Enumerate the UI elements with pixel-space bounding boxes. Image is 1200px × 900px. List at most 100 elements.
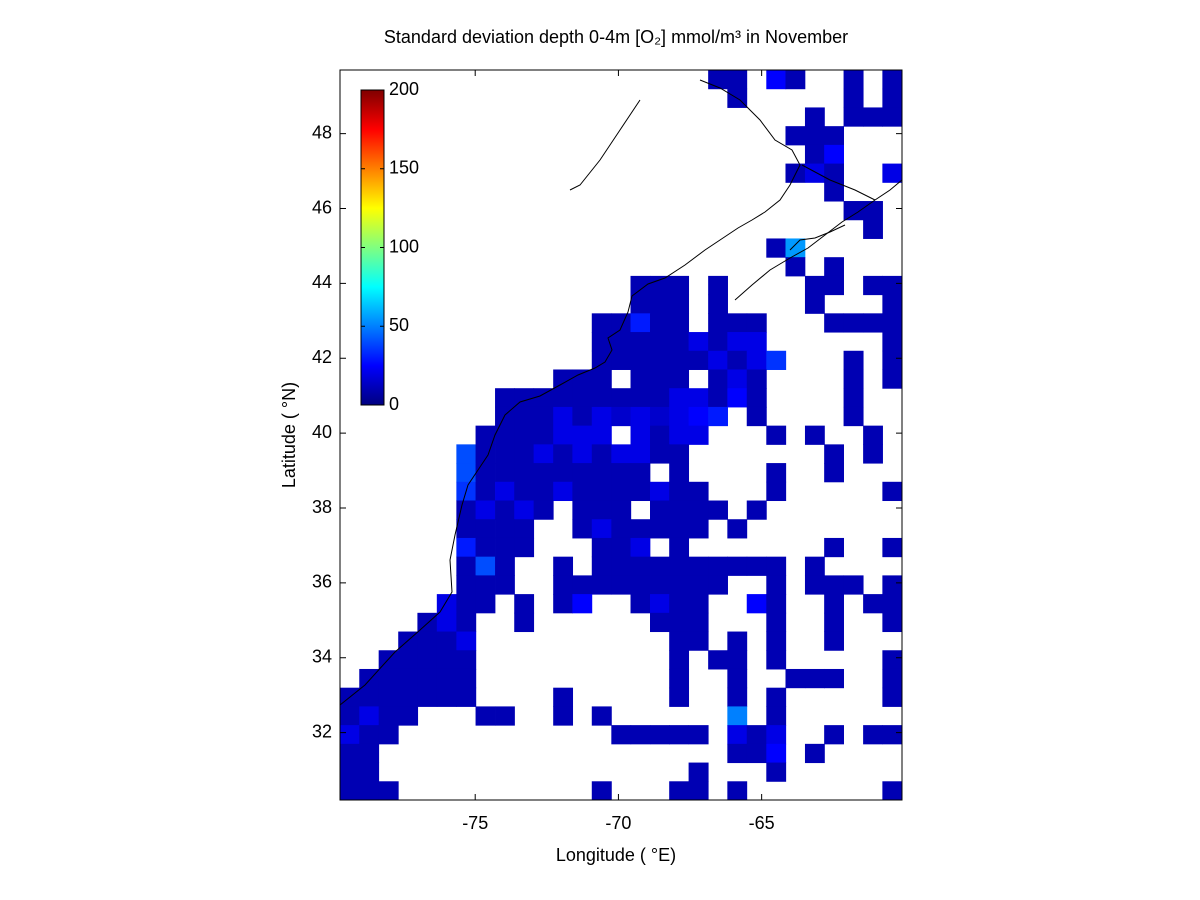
- cell: [824, 313, 844, 333]
- cell: [708, 275, 728, 296]
- cell: [456, 612, 477, 633]
- cell: [688, 631, 709, 651]
- cell: [669, 444, 690, 464]
- cell: [514, 500, 535, 520]
- coast-gulf: [569, 99, 876, 201]
- cell: [688, 781, 709, 801]
- y-tick-label: 34: [312, 646, 332, 666]
- cell: [650, 332, 670, 352]
- cell: [436, 687, 457, 707]
- cell: [708, 313, 728, 333]
- cell: [572, 369, 593, 389]
- cell: [475, 444, 496, 464]
- cell: [553, 556, 574, 576]
- cell: [630, 537, 651, 558]
- cell: [843, 201, 864, 221]
- cell: [863, 275, 883, 296]
- cell: [669, 668, 690, 689]
- cell: [843, 88, 864, 108]
- cell: [746, 313, 767, 333]
- cell: [708, 332, 728, 352]
- cell: [669, 537, 690, 558]
- cell: [843, 313, 864, 333]
- cell: [882, 294, 903, 314]
- cell: [359, 706, 380, 726]
- cell: [727, 706, 748, 726]
- cell: [727, 743, 748, 764]
- cell: [669, 481, 690, 502]
- cell: [553, 425, 574, 445]
- cell: [650, 294, 670, 314]
- cell: [378, 781, 399, 801]
- cell: [804, 126, 825, 146]
- cell: [824, 275, 844, 296]
- cell: [417, 631, 438, 651]
- cell: [591, 388, 612, 408]
- cell: [553, 444, 574, 464]
- cell: [495, 537, 515, 558]
- cell: [824, 182, 844, 202]
- cell: [843, 369, 864, 389]
- coast-us: [339, 79, 801, 706]
- cell: [340, 762, 360, 782]
- cell: [630, 556, 651, 576]
- cell: [824, 612, 844, 633]
- cell: [340, 743, 360, 764]
- cell: [727, 388, 748, 408]
- cell: [843, 575, 864, 595]
- cell: [708, 350, 728, 370]
- cell: [669, 631, 690, 651]
- cell: [882, 163, 903, 183]
- cell: [630, 406, 651, 427]
- cell: [688, 594, 709, 614]
- cell: [611, 575, 632, 595]
- cell: [766, 481, 787, 502]
- cell: [650, 556, 670, 576]
- cell: [804, 107, 825, 127]
- cell: [669, 575, 690, 595]
- x-tick-label: -75: [462, 813, 488, 833]
- cell: [456, 650, 477, 670]
- x-tick-label: -70: [605, 813, 631, 833]
- cell: [378, 668, 399, 689]
- colorbar-tick-label: 200: [389, 79, 419, 99]
- cell: [746, 369, 767, 389]
- cell: [708, 575, 728, 595]
- cell: [727, 70, 748, 90]
- cell: [824, 575, 844, 595]
- cell: [882, 612, 903, 633]
- cell: [436, 594, 457, 614]
- cell: [766, 743, 787, 764]
- cell: [882, 537, 903, 558]
- cell: [572, 481, 593, 502]
- cell: [475, 425, 496, 445]
- cell: [863, 444, 883, 464]
- cell: [688, 556, 709, 576]
- cell: [591, 481, 612, 502]
- x-axis-label: Longitude ( °E): [556, 845, 676, 865]
- cell: [630, 594, 651, 614]
- x-tick-label: -65: [749, 813, 775, 833]
- cell: [514, 612, 535, 633]
- cell: [766, 575, 787, 595]
- cell: [863, 725, 883, 745]
- cell: [456, 463, 477, 483]
- cell: [843, 388, 864, 408]
- cell: [572, 500, 593, 520]
- cell: [766, 70, 787, 90]
- cell: [882, 332, 903, 352]
- cell: [514, 594, 535, 614]
- cell: [456, 444, 477, 464]
- colorbar-tick-label: 50: [389, 315, 409, 335]
- cell: [708, 556, 728, 576]
- cell: [843, 107, 864, 127]
- cell: [824, 463, 844, 483]
- cell: [708, 388, 728, 408]
- cell: [340, 725, 360, 745]
- cell: [456, 575, 477, 595]
- cell: [495, 519, 515, 539]
- cell: [746, 594, 767, 614]
- cell: [824, 537, 844, 558]
- cell: [495, 481, 515, 502]
- cell: [572, 519, 593, 539]
